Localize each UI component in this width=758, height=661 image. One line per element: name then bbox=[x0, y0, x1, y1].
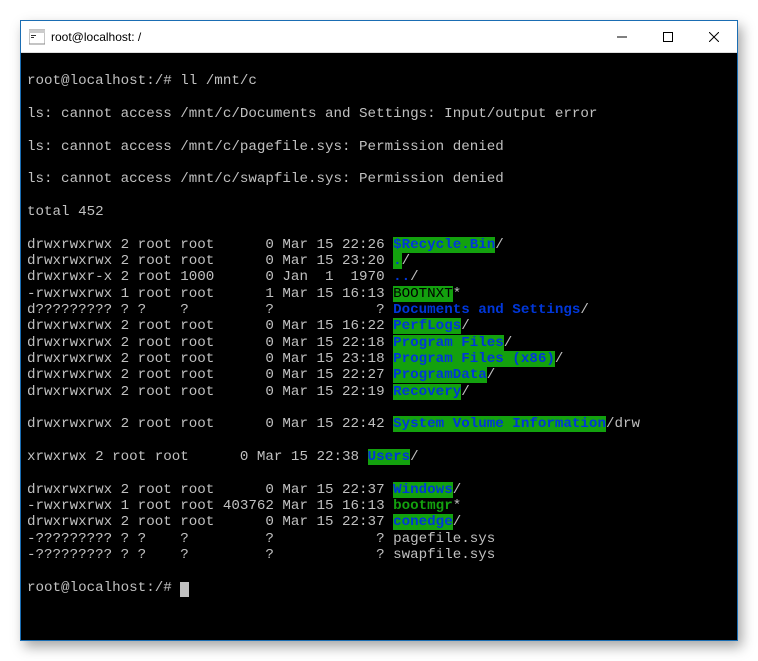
suffix: / bbox=[453, 514, 462, 530]
listing-row: drwxrwxr-x 2 root 1000 0 Jan 1 1970 ../ bbox=[27, 269, 731, 285]
terminal-window: root@localhost: / root@localhost:/# ll /… bbox=[20, 20, 738, 641]
listing-row: drwxrwxrwx 2 root root 0 Mar 15 22:42 Sy… bbox=[27, 416, 731, 432]
perms: drwxrwxrwx 2 root root 0 Mar 15 16:22 bbox=[27, 318, 393, 334]
filename: . bbox=[393, 253, 402, 269]
listing-row: -????????? ? ? ? ? ? swapfile.sys bbox=[27, 547, 731, 563]
perms: drwxrwxrwx 2 root root 0 Mar 15 22:37 bbox=[27, 514, 393, 530]
filename: pagefile.sys bbox=[393, 531, 495, 547]
suffix: / bbox=[580, 302, 589, 318]
perms: drwxrwxrwx 2 root root 0 Mar 15 22:26 bbox=[27, 237, 393, 253]
window-controls bbox=[599, 21, 737, 52]
window-title: root@localhost: / bbox=[51, 30, 599, 44]
filename: PerfLogs bbox=[393, 318, 461, 334]
suffix: / bbox=[487, 367, 496, 383]
listing-row: -rwxrwxrwx 1 root root 1 Mar 15 16:13 BO… bbox=[27, 286, 731, 302]
suffix: / bbox=[555, 351, 564, 367]
wrap: drw bbox=[614, 416, 640, 432]
listing-row: drwxrwxrwx 2 root root 0 Mar 15 23:18 Pr… bbox=[27, 351, 731, 367]
perms: drwxrwxrwx 2 root root 0 Mar 15 22:37 bbox=[27, 482, 393, 498]
terminal-body[interactable]: root@localhost:/# ll /mnt/c ls: cannot a… bbox=[21, 53, 737, 640]
listing-row: drwxrwxrwx 2 root root 0 Mar 15 22:26 $R… bbox=[27, 237, 731, 253]
perms: -rwxrwxrwx 1 root root 1 Mar 15 16:13 bbox=[27, 286, 393, 302]
listing-row: drwxrwxrwx 2 root root 0 Mar 15 22:18 Pr… bbox=[27, 335, 731, 351]
perms: -rwxrwxrwx 1 root root 403762 Mar 15 16:… bbox=[27, 498, 393, 514]
suffix: / bbox=[402, 253, 411, 269]
listing-row: xrwxrwx 2 root root 0 Mar 15 22:38 Users… bbox=[27, 449, 731, 465]
filename: ProgramData bbox=[393, 367, 487, 383]
perms: drwxrwxrwx 2 root root 0 Mar 15 22:19 bbox=[27, 384, 393, 400]
listing-row: -????????? ? ? ? ? ? pagefile.sys bbox=[27, 531, 731, 547]
filename: BOOTNXT bbox=[393, 286, 453, 302]
perms: drwxrwxrwx 2 root root 0 Mar 15 22:18 bbox=[27, 335, 393, 351]
suffix: / bbox=[461, 318, 470, 334]
perms: drwxrwxrwx 2 root root 0 Mar 15 23:20 bbox=[27, 253, 393, 269]
suffix: * bbox=[453, 498, 462, 514]
prompt-line: root@localhost:/# ll /mnt/c bbox=[27, 73, 731, 89]
suffix: / bbox=[410, 269, 419, 285]
suffix: / bbox=[453, 482, 462, 498]
suffix: / bbox=[410, 449, 419, 465]
filename: Documents and Settings bbox=[393, 302, 580, 318]
filename: Users bbox=[368, 449, 411, 465]
suffix: * bbox=[453, 286, 462, 302]
prompt: root@localhost:/# bbox=[27, 580, 180, 596]
perms: drwxrwxr-x 2 root 1000 0 Jan 1 1970 bbox=[27, 269, 393, 285]
perms: -????????? ? ? ? ? ? bbox=[27, 547, 393, 563]
prompt: root@localhost:/# bbox=[27, 73, 180, 89]
output-line: ls: cannot access /mnt/c/Documents and S… bbox=[27, 106, 731, 122]
close-button[interactable] bbox=[691, 21, 737, 52]
titlebar[interactable]: root@localhost: / bbox=[21, 21, 737, 53]
listing-row: drwxrwxrwx 2 root root 0 Mar 15 16:22 Pe… bbox=[27, 318, 731, 334]
perms: d????????? ? ? ? ? ? bbox=[27, 302, 393, 318]
output-line: ls: cannot access /mnt/c/swapfile.sys: P… bbox=[27, 171, 731, 187]
listing-row: drwxrwxrwx 2 root root 0 Mar 15 22:19 Re… bbox=[27, 384, 731, 400]
prompt-line: root@localhost:/# bbox=[27, 580, 731, 596]
listing-row: drwxrwxrwx 2 root root 0 Mar 15 22:37 co… bbox=[27, 514, 731, 530]
filename: $Recycle.Bin bbox=[393, 237, 495, 253]
filename: System Volume Information bbox=[393, 416, 606, 432]
listing-row: drwxrwxrwx 2 root root 0 Mar 15 22:37 Wi… bbox=[27, 482, 731, 498]
filename: Program Files (x86) bbox=[393, 351, 555, 367]
maximize-button[interactable] bbox=[645, 21, 691, 52]
output-line: total 452 bbox=[27, 204, 731, 220]
minimize-button[interactable] bbox=[599, 21, 645, 52]
filename: .. bbox=[393, 269, 410, 285]
listing-row: drwxrwxrwx 2 root root 0 Mar 15 23:20 ./ bbox=[27, 253, 731, 269]
command: ll /mnt/c bbox=[180, 73, 257, 89]
listing-row: -rwxrwxrwx 1 root root 403762 Mar 15 16:… bbox=[27, 498, 731, 514]
listing-row: drwxrwxrwx 2 root root 0 Mar 15 22:27 Pr… bbox=[27, 367, 731, 383]
filename: Windows bbox=[393, 482, 453, 498]
perms: xrwxrwx 2 root root 0 Mar 15 22:38 bbox=[27, 449, 368, 465]
suffix: / bbox=[504, 335, 513, 351]
app-icon bbox=[29, 29, 45, 45]
cursor bbox=[180, 582, 189, 597]
suffix: / bbox=[461, 384, 470, 400]
perms: drwxrwxrwx 2 root root 0 Mar 15 22:42 bbox=[27, 416, 393, 432]
filename: swapfile.sys bbox=[393, 547, 495, 563]
listing-row: d????????? ? ? ? ? ? Documents and Setti… bbox=[27, 302, 731, 318]
suffix: / bbox=[495, 237, 504, 253]
filename: conedge bbox=[393, 514, 453, 530]
filename: bootmgr bbox=[393, 498, 453, 514]
perms: -????????? ? ? ? ? ? bbox=[27, 531, 393, 547]
filename: Recovery bbox=[393, 384, 461, 400]
perms: drwxrwxrwx 2 root root 0 Mar 15 23:18 bbox=[27, 351, 393, 367]
filename: Program Files bbox=[393, 335, 504, 351]
output-line: ls: cannot access /mnt/c/pagefile.sys: P… bbox=[27, 139, 731, 155]
perms: drwxrwxrwx 2 root root 0 Mar 15 22:27 bbox=[27, 367, 393, 383]
